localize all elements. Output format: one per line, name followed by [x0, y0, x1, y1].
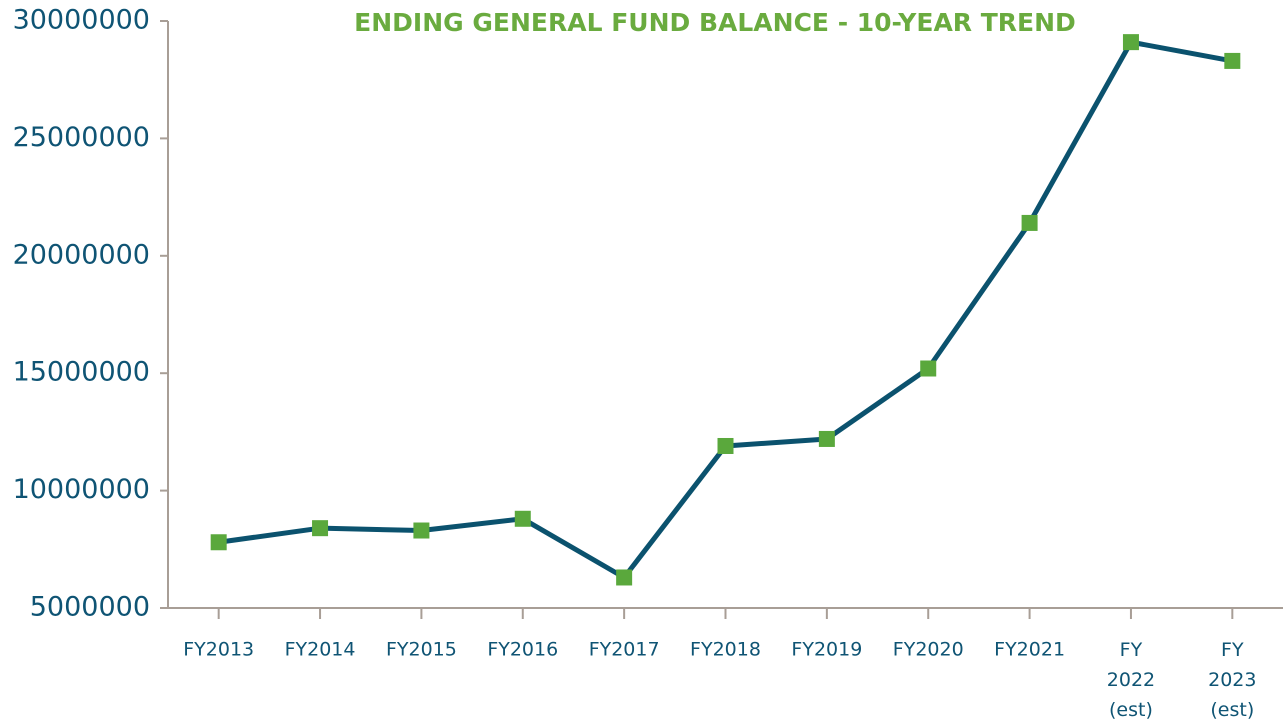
- x-tick-label: FY2019: [791, 639, 862, 661]
- data-marker: [616, 569, 633, 586]
- data-line: [218, 39, 1233, 580]
- x-tick-label: FY2013: [183, 639, 254, 661]
- data-marker: [413, 522, 430, 539]
- y-tick-label: 20000000: [13, 239, 150, 270]
- x-tick-label: FY2018: [690, 639, 761, 661]
- data-marker: [818, 430, 835, 447]
- x-tick-label: FY 2023 (est): [1208, 639, 1256, 721]
- y-tick-label: 5000000: [30, 592, 150, 623]
- x-tick-label: FY2017: [589, 639, 660, 661]
- x-tick-label: FY2021: [994, 639, 1065, 661]
- data-marker: [210, 534, 227, 551]
- data-marker: [1224, 52, 1241, 69]
- data-marker: [312, 520, 329, 537]
- y-tick-label: 30000000: [13, 5, 150, 36]
- x-tick-label: FY2015: [386, 639, 457, 661]
- x-tick-label: FY2016: [487, 639, 558, 661]
- chart-title: ENDING GENERAL FUND BALANCE - 10-YEAR TR…: [354, 8, 1076, 37]
- x-tick-label: FY2014: [285, 639, 356, 661]
- data-marker: [1021, 214, 1038, 231]
- data-marker: [1122, 34, 1139, 51]
- y-tick-label: 15000000: [13, 357, 150, 388]
- y-tick-label: 25000000: [13, 122, 150, 153]
- x-tick-label: FY 2022 (est): [1107, 639, 1155, 721]
- x-tick-label: FY2020: [893, 639, 964, 661]
- y-tick-label: 10000000: [13, 474, 150, 505]
- data-marker: [717, 437, 734, 454]
- data-marker: [514, 510, 531, 527]
- data-marker: [920, 360, 937, 377]
